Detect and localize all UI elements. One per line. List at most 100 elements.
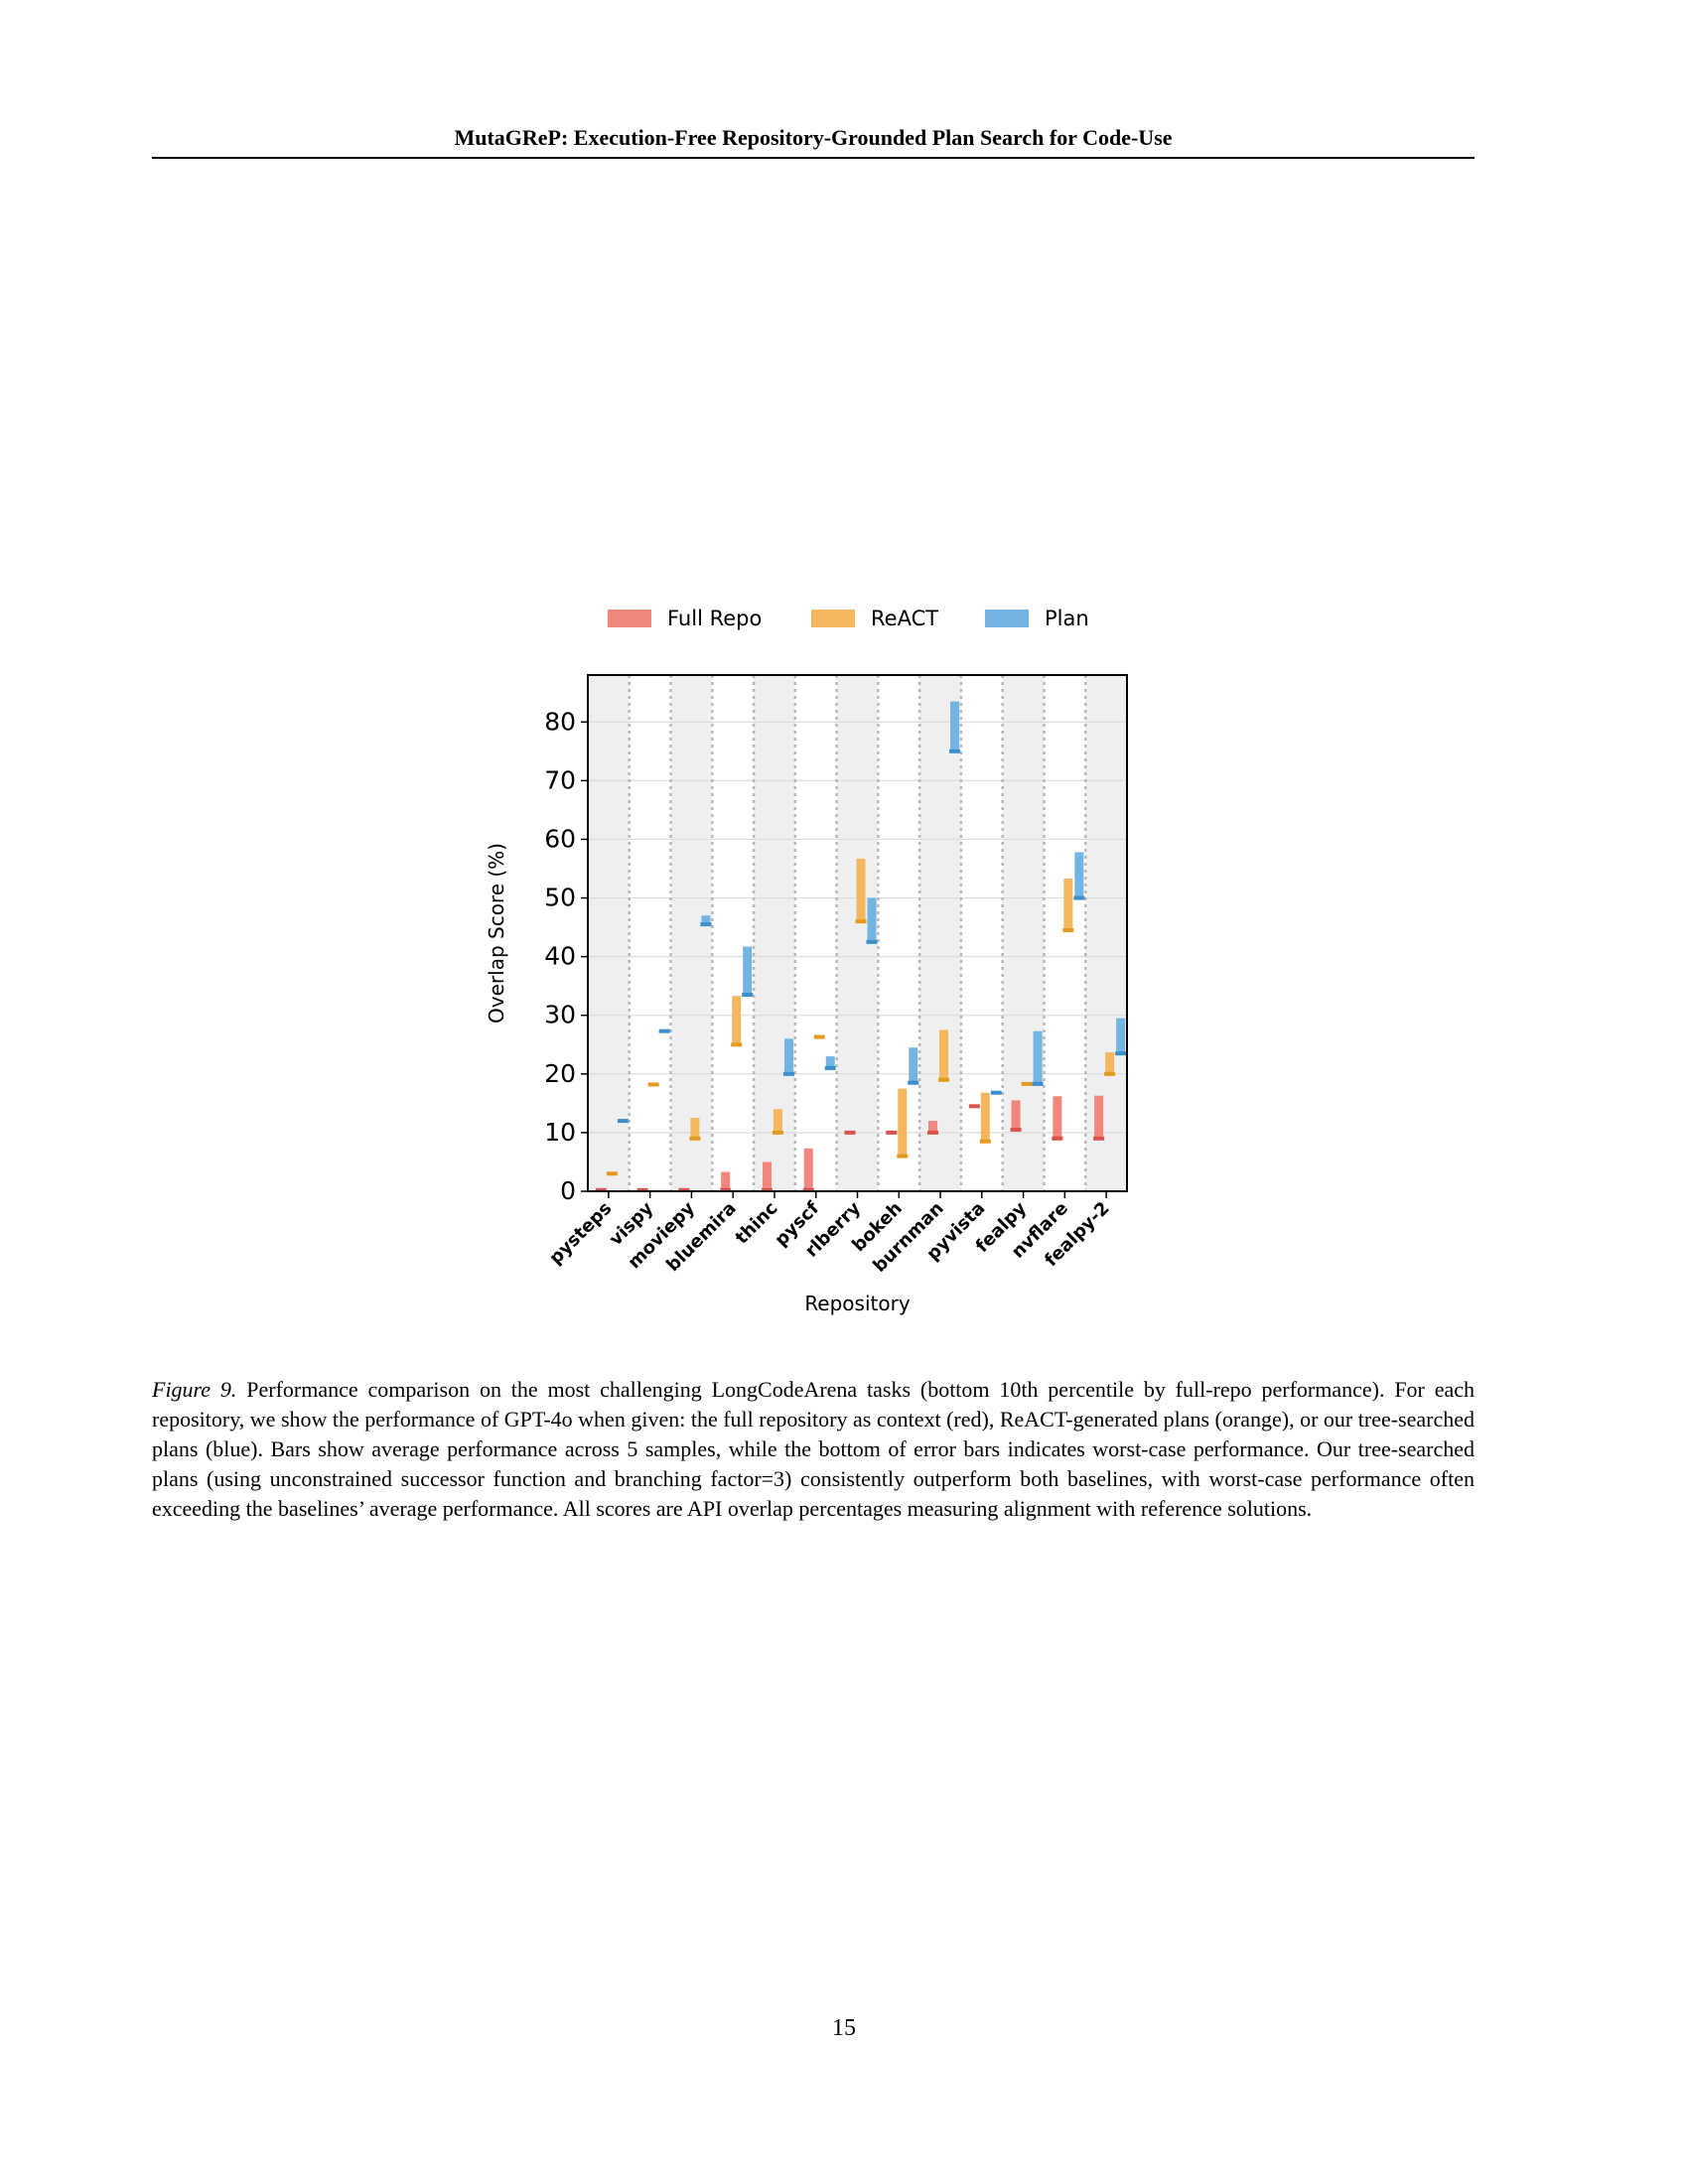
legend-label-plan: Plan bbox=[1045, 607, 1089, 630]
chart-legend: Full Repo ReACT Plan bbox=[608, 607, 1089, 630]
x-tick-label: pysteps bbox=[545, 1198, 616, 1269]
column-shade bbox=[919, 675, 961, 1191]
worst-case-marker-react bbox=[647, 1082, 659, 1087]
page-number: 15 bbox=[832, 2015, 856, 2041]
worst-case-marker-full_repo bbox=[886, 1130, 898, 1135]
worst-case-marker-plan bbox=[1032, 1081, 1044, 1086]
worst-case-marker-full_repo bbox=[968, 1104, 980, 1109]
column-shade bbox=[670, 675, 713, 1191]
worst-case-marker-react bbox=[897, 1154, 909, 1159]
y-tick-label: 10 bbox=[544, 1118, 576, 1147]
legend-item-react: ReACT bbox=[811, 607, 938, 630]
bar-plan bbox=[783, 1038, 793, 1074]
bar-react bbox=[939, 1029, 949, 1080]
column-shade bbox=[1002, 675, 1045, 1191]
bar-plan bbox=[1033, 1030, 1043, 1084]
legend-swatch-full_repo bbox=[608, 610, 651, 627]
overlap-score-bar-chart: Full Repo ReACT Plan 0 10 20 30 40 50 60 70 80 pyst… bbox=[485, 607, 1128, 1315]
caption-text: Performance comparison on the most chall… bbox=[152, 1377, 1476, 1521]
worst-case-marker-plan bbox=[949, 749, 961, 753]
worst-case-marker-plan bbox=[742, 993, 754, 998]
bar-plan bbox=[1074, 852, 1084, 898]
figure-caption: Figure 9. Performance comparison on the … bbox=[152, 1375, 1475, 1524]
plot-area: 01020304050607080pystepsvispymoviepyblue… bbox=[544, 674, 1128, 1277]
bar-react bbox=[898, 1088, 908, 1157]
worst-case-marker-plan bbox=[782, 1071, 794, 1076]
x-tick-label: thinc bbox=[732, 1198, 782, 1249]
worst-case-marker-full_repo bbox=[678, 1187, 690, 1192]
bar-react bbox=[690, 1118, 700, 1139]
worst-case-marker-full_repo bbox=[1093, 1136, 1105, 1141]
column-shade bbox=[588, 675, 630, 1191]
bar-full_repo bbox=[928, 1121, 938, 1133]
y-tick-label: 60 bbox=[544, 824, 576, 853]
bar-react bbox=[1063, 879, 1073, 931]
worst-case-marker-plan bbox=[1115, 1051, 1127, 1056]
bar-full_repo bbox=[1094, 1095, 1104, 1139]
legend-label-react: ReACT bbox=[871, 607, 938, 630]
bar-react bbox=[1105, 1051, 1115, 1074]
y-tick-label: 0 bbox=[560, 1176, 576, 1205]
bar-full_repo bbox=[721, 1171, 731, 1190]
y-tick-label: 40 bbox=[544, 942, 576, 971]
bar-plan bbox=[825, 1056, 835, 1068]
y-tick-label: 80 bbox=[544, 707, 576, 736]
bar-react bbox=[856, 858, 866, 922]
x-axis-label: Repository bbox=[804, 1292, 911, 1315]
y-tick-label: 70 bbox=[544, 765, 576, 794]
worst-case-marker-plan bbox=[990, 1090, 1002, 1095]
bar-react bbox=[980, 1092, 990, 1142]
worst-case-marker-react bbox=[1021, 1081, 1033, 1086]
legend-item-full_repo: Full Repo bbox=[608, 607, 762, 630]
bar-plan bbox=[867, 897, 877, 942]
worst-case-marker-full_repo bbox=[636, 1187, 648, 1192]
worst-case-marker-plan bbox=[700, 922, 712, 927]
worst-case-marker-react bbox=[772, 1130, 783, 1135]
bar-react bbox=[773, 1109, 782, 1133]
y-tick-label: 20 bbox=[544, 1059, 576, 1088]
running-header: MutaGReP: Execution-Free Repository-Grou… bbox=[454, 125, 1173, 150]
y-axis-label: Overlap Score (%) bbox=[485, 843, 508, 1024]
bar-full_repo bbox=[1053, 1096, 1062, 1139]
plot-frame bbox=[587, 674, 1128, 1192]
worst-case-marker-plan bbox=[658, 1028, 670, 1033]
bar-full_repo bbox=[803, 1148, 813, 1190]
worst-case-marker-react bbox=[1062, 928, 1074, 933]
legend-swatch-plan bbox=[985, 610, 1029, 627]
worst-case-marker-react bbox=[689, 1136, 701, 1141]
worst-case-marker-plan bbox=[866, 939, 878, 944]
worst-case-marker-react bbox=[606, 1171, 618, 1176]
worst-case-marker-react bbox=[731, 1042, 743, 1047]
bar-plan bbox=[950, 701, 960, 751]
worst-case-marker-plan bbox=[1073, 895, 1085, 900]
legend-swatch-react bbox=[811, 610, 855, 627]
bar-full_repo bbox=[762, 1161, 772, 1190]
legend-item-plan: Plan bbox=[985, 607, 1089, 630]
bar-plan bbox=[743, 946, 753, 996]
worst-case-marker-full_repo bbox=[595, 1187, 607, 1192]
legend-label-full_repo: Full Repo bbox=[667, 607, 762, 630]
worst-case-marker-full_repo bbox=[761, 1187, 773, 1192]
worst-case-marker-full_repo bbox=[1010, 1127, 1022, 1132]
worst-case-marker-react bbox=[813, 1034, 825, 1039]
worst-case-marker-full_repo bbox=[844, 1130, 856, 1135]
bar-react bbox=[732, 996, 742, 1045]
header-rule bbox=[152, 157, 1475, 159]
worst-case-marker-full_repo bbox=[720, 1187, 732, 1192]
worst-case-marker-react bbox=[979, 1139, 991, 1144]
y-tick-label: 30 bbox=[544, 1001, 576, 1029]
figure-label: Figure 9. bbox=[152, 1377, 237, 1402]
worst-case-marker-plan bbox=[908, 1080, 919, 1085]
bar-full_repo bbox=[1011, 1100, 1021, 1130]
worst-case-marker-react bbox=[938, 1077, 950, 1082]
worst-case-marker-react bbox=[855, 919, 867, 924]
column-shade bbox=[754, 675, 795, 1191]
bar-plan bbox=[909, 1047, 918, 1083]
bar-plan bbox=[701, 915, 711, 925]
worst-case-marker-full_repo bbox=[802, 1187, 814, 1192]
worst-case-marker-full_repo bbox=[927, 1130, 939, 1135]
worst-case-marker-full_repo bbox=[1052, 1136, 1063, 1141]
y-tick-label: 50 bbox=[544, 884, 576, 912]
worst-case-marker-plan bbox=[824, 1065, 836, 1070]
worst-case-marker-plan bbox=[617, 1119, 629, 1124]
